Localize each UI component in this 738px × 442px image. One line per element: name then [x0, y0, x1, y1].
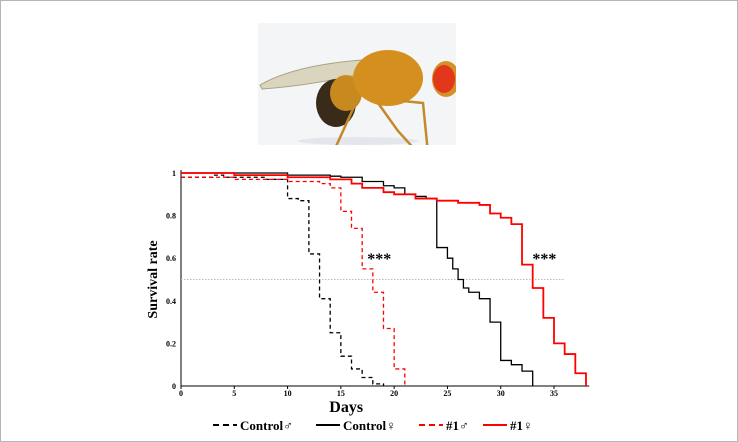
- series-line-1: [181, 172, 534, 386]
- x-tick-label: 10: [284, 389, 292, 398]
- x-tick-label: 0: [179, 389, 183, 398]
- x-tick-label: 30: [497, 389, 505, 398]
- legend-label: #1♂: [446, 418, 469, 433]
- y-tick-label: 0: [172, 382, 176, 391]
- significance-annotation: ***: [367, 251, 391, 268]
- fruit-fly-image: [258, 23, 456, 145]
- y-tick-label: 0.2: [166, 339, 176, 348]
- x-tick-label: 5: [232, 389, 236, 398]
- series-line-2: [181, 176, 406, 386]
- significance-annotation: ***: [532, 251, 556, 268]
- y-tick-label: 1: [172, 169, 176, 178]
- series-line-3: [181, 172, 587, 386]
- x-tick-label: 20: [390, 389, 398, 398]
- legend-label: Control♀: [343, 418, 396, 433]
- series-line-0: [181, 174, 385, 386]
- x-tick-label: 15: [337, 389, 345, 398]
- y-tick-label: 0.8: [166, 212, 176, 221]
- legend-label: #1♀: [510, 418, 533, 433]
- y-tick-label: 0.6: [166, 254, 176, 263]
- y-axis-label: Survival rate: [146, 240, 161, 318]
- x-tick-label: 35: [550, 389, 558, 398]
- x-axis-label: Days: [329, 399, 363, 416]
- x-tick-label: 25: [443, 389, 451, 398]
- legend-label: Control♂: [240, 418, 293, 433]
- y-tick-label: 0.4: [166, 297, 176, 306]
